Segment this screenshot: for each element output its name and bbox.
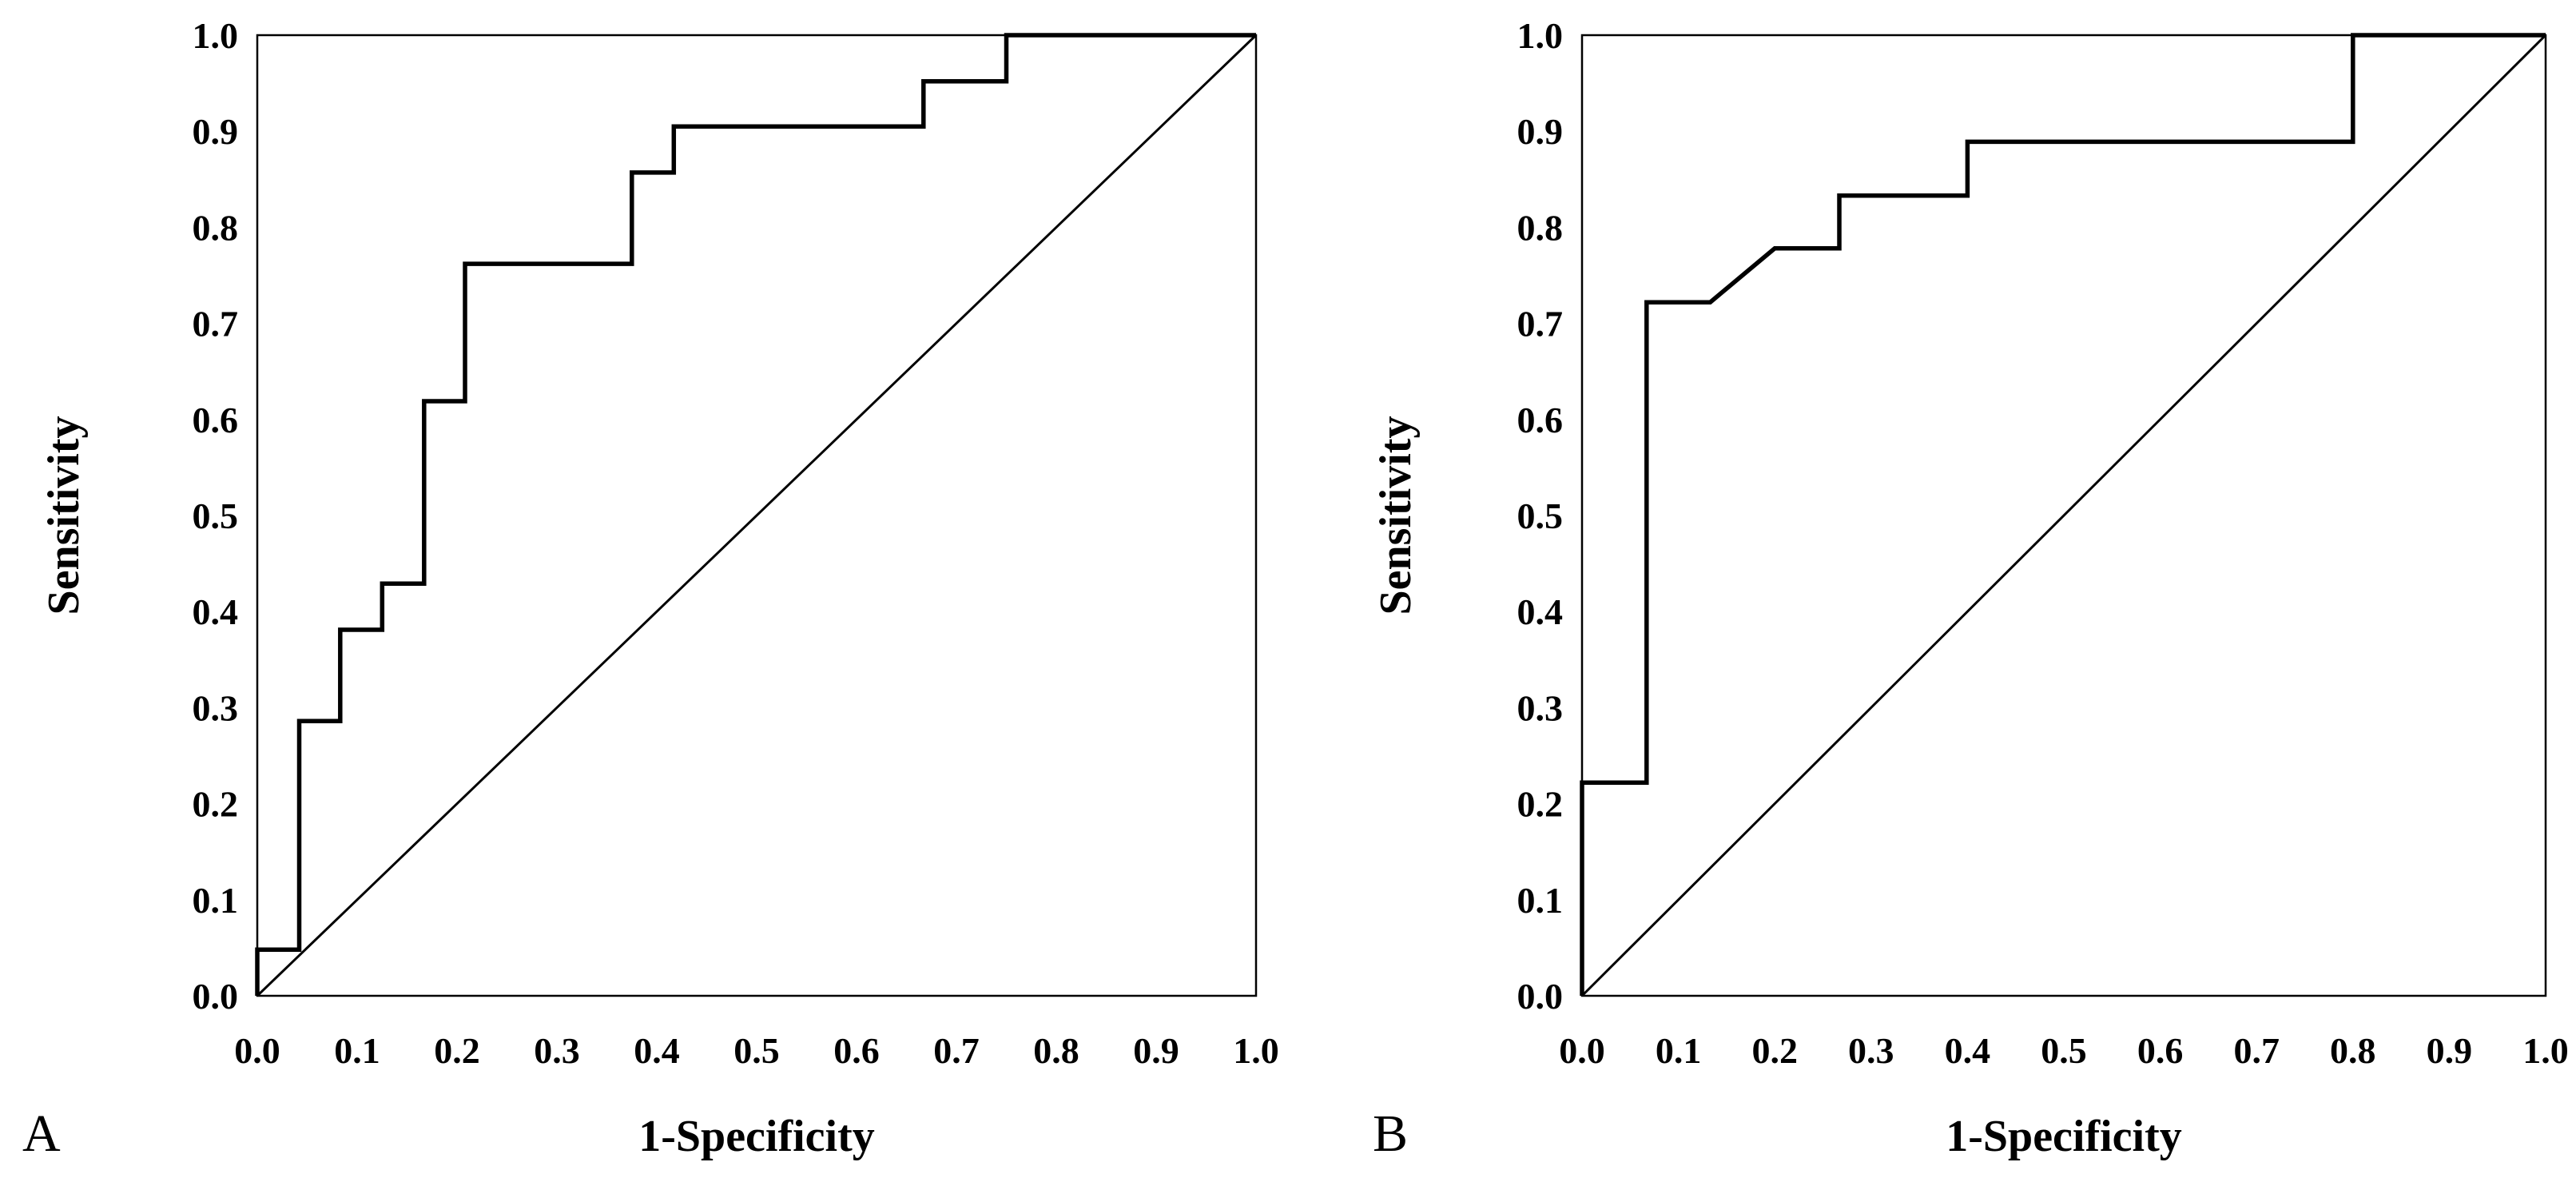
panel-a: 0.0 0.1 0.2 0.3 0.4 0.5 0.6 0.7 0.8 0.9 1.0 0.0 0.1 0… xyxy=(22,15,1279,1163)
y-tick-label: 0.5 xyxy=(193,496,239,536)
x-tick-label: 0.3 xyxy=(1848,1030,1894,1071)
y-tick-label: 0.3 xyxy=(193,687,239,728)
y-tick-label: 0.6 xyxy=(1517,400,1564,440)
x-axis-label: 1-Specificity xyxy=(638,1112,874,1161)
y-tick-label: 0.0 xyxy=(1517,976,1564,1017)
x-tick-label: 0.3 xyxy=(534,1030,580,1071)
y-tick-label: 0.2 xyxy=(1517,784,1564,825)
y-tick-label: 0.1 xyxy=(193,880,239,921)
y-tick-label: 0.2 xyxy=(193,784,239,825)
y-tick-label: 0.6 xyxy=(193,400,239,440)
x-tick-label: 0.7 xyxy=(2233,1030,2280,1071)
x-tick-label: 0.6 xyxy=(2137,1030,2184,1071)
y-tick-label: 1.0 xyxy=(1517,15,1564,56)
reference-line xyxy=(1580,34,2547,997)
x-tick-label: 0.5 xyxy=(733,1030,780,1071)
y-tick-label: 0.9 xyxy=(193,111,239,152)
plot-frame xyxy=(1580,34,2547,997)
y-tick-label: 0.9 xyxy=(1517,111,1564,152)
x-tick-label: 0.0 xyxy=(1559,1030,1605,1071)
plot-frame xyxy=(256,34,1258,997)
y-tick-label: 0.3 xyxy=(1517,687,1564,728)
y-tick-label: 0.1 xyxy=(1517,880,1564,921)
y-tick-label: 0.8 xyxy=(1517,207,1564,248)
y-tick-label: 0.0 xyxy=(193,976,239,1017)
panel-b: 0.0 0.1 0.2 0.3 0.4 0.5 0.6 0.7 0.8 0.9 1.0 0.0 0.1 0… xyxy=(1371,15,2569,1163)
x-tick-label: 0.0 xyxy=(234,1030,280,1071)
y-tick-label: 0.8 xyxy=(193,207,239,248)
x-tick-label: 0.7 xyxy=(933,1030,980,1071)
x-tick-label: 0.6 xyxy=(833,1030,880,1071)
x-tick-label: 0.2 xyxy=(1751,1030,1798,1071)
x-axis-label: 1-Specificity xyxy=(1946,1112,2181,1161)
y-axis-label: Sensitivity xyxy=(39,416,89,615)
x-tick-label: 0.5 xyxy=(2041,1030,2087,1071)
roc-curve xyxy=(1580,33,2546,996)
x-tick-label: 0.1 xyxy=(1656,1030,1702,1071)
y-tick-label: 0.4 xyxy=(193,591,239,632)
y-tick-label: 0.7 xyxy=(1517,304,1564,344)
panel-letter: A xyxy=(22,1104,61,1163)
roc-curve xyxy=(255,33,1256,996)
y-tick-label: 0.7 xyxy=(193,304,239,344)
x-tick-label: 0.4 xyxy=(634,1030,680,1071)
y-axis-label: Sensitivity xyxy=(1371,416,1421,615)
x-tick-label: 0.1 xyxy=(334,1030,380,1071)
x-tick-label: 1.0 xyxy=(2522,1030,2569,1071)
x-tick-label: 1.0 xyxy=(1233,1030,1279,1071)
y-tick-label: 1.0 xyxy=(193,15,239,56)
panel-letter: B xyxy=(1373,1104,1408,1163)
x-tick-label: 0.9 xyxy=(2427,1030,2473,1071)
x-tick-label: 0.9 xyxy=(1133,1030,1179,1071)
x-tick-label: 0.2 xyxy=(434,1030,480,1071)
x-tick-label: 0.8 xyxy=(2330,1030,2376,1071)
reference-line xyxy=(256,34,1258,997)
y-tick-label: 0.5 xyxy=(1517,496,1564,536)
y-tick-label: 0.4 xyxy=(1517,591,1564,632)
x-tick-label: 0.4 xyxy=(1945,1030,1991,1071)
x-tick-label: 0.8 xyxy=(1033,1030,1079,1071)
